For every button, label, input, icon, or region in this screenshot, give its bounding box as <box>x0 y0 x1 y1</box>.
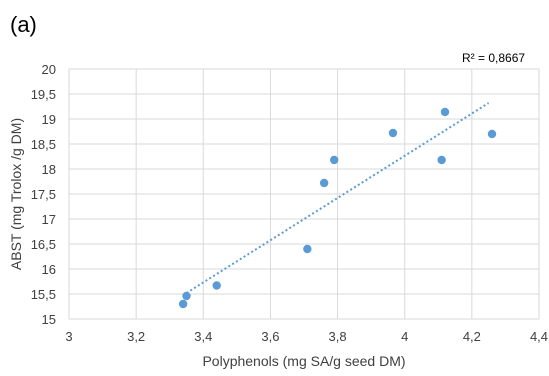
panel-label: (a) <box>10 12 37 37</box>
data-point <box>303 244 312 254</box>
x-tick-label: 3,2 <box>127 329 145 344</box>
data-point <box>319 178 329 188</box>
y-tick-label: 20 <box>42 62 56 77</box>
y-tick-label: 15,5 <box>31 287 56 302</box>
y-tick-label: 19 <box>42 112 56 127</box>
y-tick-label: 17,5 <box>31 187 56 202</box>
x-axis-ticks: 3 3,2 3,4 3,6 3,8 4 4,2 4,4 <box>65 329 548 344</box>
x-tick-label: 3 <box>65 329 72 344</box>
y-tick-label: 19,5 <box>31 87 56 102</box>
x-tick-label: 3,4 <box>194 329 212 344</box>
y-tick-label: 17 <box>42 212 56 227</box>
x-tick-label: 3,8 <box>329 329 347 344</box>
data-point <box>212 281 221 290</box>
r-squared-label: R² = 0,8667 <box>462 51 525 65</box>
data-point <box>330 155 339 165</box>
y-tick-label: 16 <box>42 262 56 277</box>
x-axis-title: Polyphenols (mg SA/g seed DM) <box>202 353 405 369</box>
data-points <box>178 107 497 309</box>
y-tick-label: 16,5 <box>31 237 56 252</box>
x-tick-label: 4 <box>401 329 408 344</box>
trendline <box>185 102 490 294</box>
y-axis-title: ABST (mg Trolox /g DM) <box>8 118 24 270</box>
y-tick-label: 18,5 <box>31 137 56 152</box>
data-point <box>178 299 188 309</box>
data-point <box>182 291 191 301</box>
x-tick-label: 3,6 <box>261 329 279 344</box>
y-tick-label: 18 <box>42 162 56 177</box>
y-axis-ticks: 15 15,5 16 16,5 17 17,5 18 18,5 19 19,5 20 <box>31 62 56 327</box>
gridlines <box>68 68 540 320</box>
x-tick-label: 4,4 <box>530 329 548 344</box>
data-point <box>487 129 497 139</box>
y-tick-label: 15 <box>42 312 56 327</box>
data-point <box>440 107 450 117</box>
data-point <box>388 128 398 138</box>
plot-area <box>68 68 540 320</box>
x-tick-label: 4,2 <box>463 329 481 344</box>
data-point <box>437 155 446 165</box>
